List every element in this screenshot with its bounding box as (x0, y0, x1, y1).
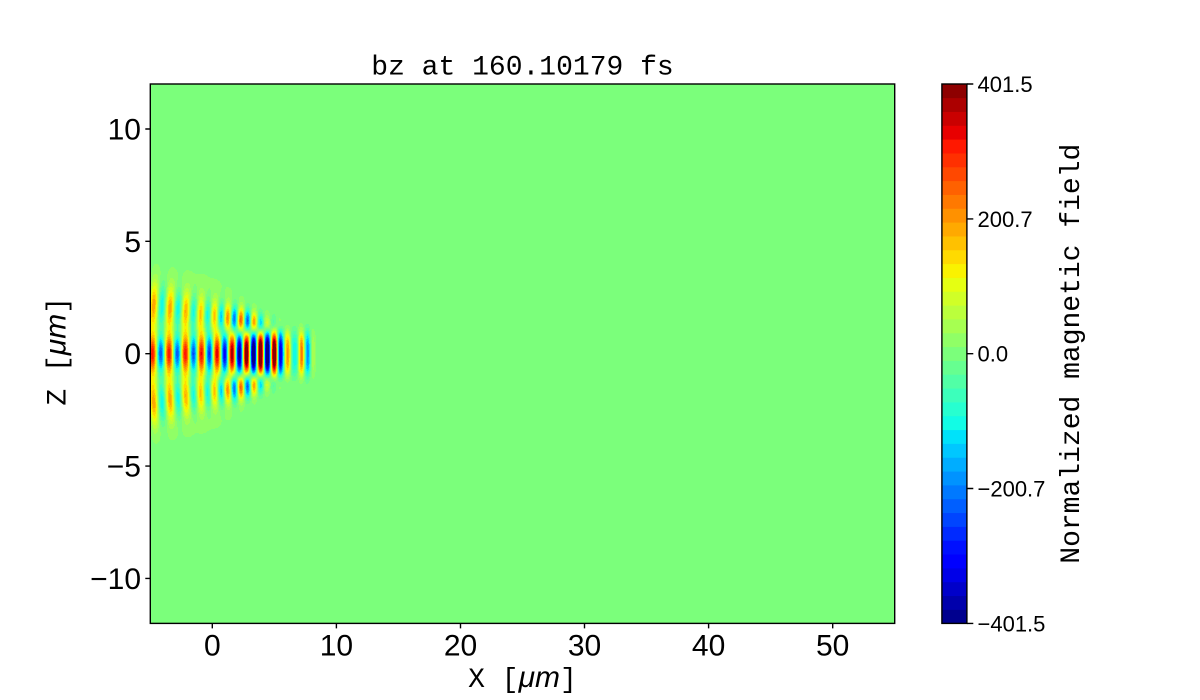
svg-text:0.0: 0.0 (978, 342, 1009, 367)
svg-text:0: 0 (204, 629, 221, 662)
svg-text:40: 40 (692, 629, 725, 662)
svg-text:−5: −5 (107, 451, 141, 484)
svg-text:10: 10 (320, 629, 353, 662)
svg-text:200.7: 200.7 (978, 207, 1033, 232)
svg-text:30: 30 (568, 629, 601, 662)
svg-text:0: 0 (124, 338, 141, 371)
svg-text:20: 20 (444, 629, 477, 662)
svg-text:50: 50 (816, 629, 849, 662)
svg-text:Z [μm]: Z [μm] (40, 297, 75, 406)
svg-text:10: 10 (108, 114, 141, 147)
svg-text:X [μm]: X [μm] (468, 661, 577, 696)
svg-text:401.5: 401.5 (978, 72, 1033, 97)
svg-text:5: 5 (124, 226, 141, 259)
svg-text:−200.7: −200.7 (978, 477, 1046, 502)
svg-text:−401.5: −401.5 (978, 611, 1046, 636)
svg-text:Normalized magnetic field: Normalized magnetic field (1057, 144, 1088, 564)
svg-text:−10: −10 (90, 563, 141, 596)
svg-text:bz at 160.10179 fs: bz at 160.10179 fs (371, 53, 673, 84)
